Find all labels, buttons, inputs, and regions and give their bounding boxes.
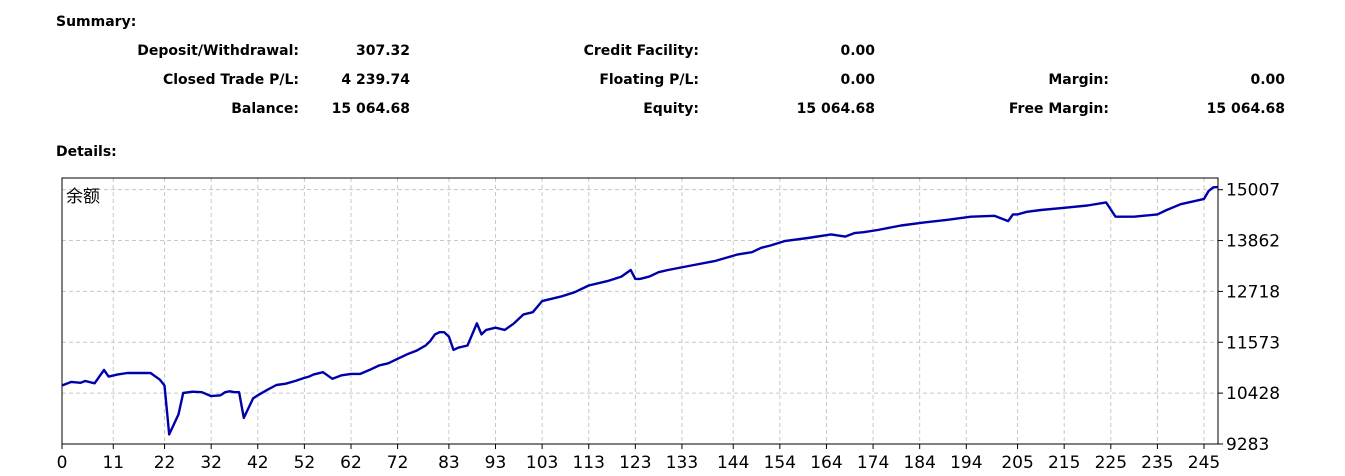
x-tick-label: 22 [154, 453, 176, 473]
x-tick-label: 0 [57, 453, 68, 473]
x-tick-label: 205 [1001, 453, 1033, 473]
x-tick-label: 72 [387, 453, 409, 473]
x-tick-label: 83 [438, 453, 460, 473]
deposit-withdrawal-value: 307.32 [355, 43, 410, 59]
x-tick-label: 103 [526, 453, 558, 473]
y-tick-label: 12718 [1226, 282, 1280, 302]
chart-title: 余额 [66, 187, 100, 207]
chart-grid [62, 178, 1218, 444]
floating-pl-value: 0.00 [840, 72, 875, 88]
x-tick-label: 113 [572, 453, 604, 473]
x-tick-label: 32 [200, 453, 222, 473]
x-tick-label: 235 [1141, 453, 1173, 473]
details-heading: Details: [56, 144, 117, 160]
x-tick-label: 62 [340, 453, 362, 473]
x-tick-label: 225 [1095, 453, 1127, 473]
x-tick-label: 215 [1048, 453, 1080, 473]
closed-trade-pl-value: 4 239.74 [341, 72, 410, 88]
x-tick-label: 174 [857, 453, 889, 473]
x-tick-label: 123 [619, 453, 651, 473]
balance-value: 15 064.68 [331, 101, 410, 117]
x-tick-label: 154 [764, 453, 796, 473]
closed-trade-pl-label: Closed Trade P/L: [162, 72, 299, 88]
y-tick-label: 13862 [1226, 232, 1280, 252]
free-margin-value: 15 064.68 [1206, 101, 1285, 117]
x-tick-label: 144 [717, 453, 749, 473]
x-tick-label: 245 [1188, 453, 1220, 473]
deposit-withdrawal-label: Deposit/Withdrawal: [137, 43, 299, 59]
y-tick-label: 9283 [1226, 435, 1269, 455]
balance-label: Balance: [231, 101, 299, 117]
x-tick-label: 52 [294, 453, 316, 473]
x-tick-label: 133 [666, 453, 698, 473]
x-tick-label: 164 [810, 453, 842, 473]
y-tick-marks: 9283 10428 11573 12718 13862 15007 [1218, 181, 1280, 455]
margin-label: Margin: [1048, 72, 1109, 88]
series-line [61, 185, 1219, 436]
floating-pl-label: Floating P/L: [599, 72, 699, 88]
x-tick-label: 184 [903, 453, 935, 473]
y-tick-label: 10428 [1226, 384, 1280, 404]
x-tick-label: 93 [485, 453, 507, 473]
free-margin-label: Free Margin: [1008, 101, 1109, 117]
plot-frame [61, 177, 1219, 445]
credit-facility-label: Credit Facility: [583, 43, 699, 59]
equity-label: Equity: [643, 101, 699, 117]
summary-heading: Summary: [56, 14, 137, 30]
credit-facility-value: 0.00 [840, 43, 875, 59]
equity-value: 15 064.68 [796, 101, 875, 117]
margin-value: 0.00 [1250, 72, 1285, 88]
x-tick-label: 42 [247, 453, 269, 473]
x-tick-marks: 0 11 22 32 42 52 62 72 83 93 103 113 123 133 144 154 164… [57, 444, 1220, 473]
y-tick-label: 11573 [1226, 333, 1280, 353]
y-tick-label: 15007 [1226, 181, 1280, 201]
x-tick-label: 194 [950, 453, 982, 473]
x-tick-label: 11 [102, 453, 124, 473]
